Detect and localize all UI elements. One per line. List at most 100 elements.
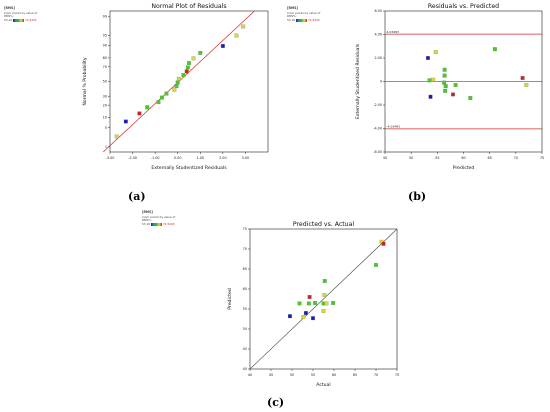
y-tick-label: 5	[105, 126, 107, 130]
x-tick-label: 2.00	[219, 156, 227, 160]
data-point	[198, 50, 203, 55]
legend-text: Color points by value of	[142, 215, 176, 219]
data-point	[145, 105, 150, 110]
legend-text: RMS%:	[4, 14, 14, 19]
data-point	[381, 241, 386, 246]
data-point	[443, 84, 448, 89]
x-tick-label: 3.00	[242, 156, 250, 160]
x-tick-label: 50	[409, 156, 413, 160]
data-point	[520, 76, 525, 80]
data-point	[287, 314, 292, 319]
lower-limit-label: -4.03483	[387, 125, 401, 129]
y-tick-label: 1	[105, 145, 107, 149]
data-point	[156, 100, 161, 105]
x-tick-label: 45	[269, 373, 273, 377]
x-tick-label: 45	[383, 156, 387, 160]
legend: [RMS] Color points by value of RMS%: 53.…	[4, 6, 38, 23]
data-point	[159, 95, 164, 100]
color-scale-high: 72.5443	[163, 221, 175, 226]
panel-predicted-vs-actual: [RMS] Color points by value of RMS%: 53.…	[136, 206, 416, 412]
data-point	[181, 73, 186, 78]
x-tick-label: 75	[540, 156, 544, 160]
panel-residuals-vs-predicted: [RMS] Color points by value of RMS%: 53.…	[275, 0, 550, 206]
y-tick-label: 45	[243, 347, 247, 351]
data-point	[433, 50, 438, 55]
legend-header: [RMS]	[142, 210, 153, 214]
y-tick-label: 20	[103, 103, 107, 107]
chart-title: Predicted vs. Actual	[293, 221, 354, 228]
y-tick-label: 60	[243, 287, 247, 291]
data-point	[234, 33, 239, 38]
color-gradient-bar	[296, 19, 308, 23]
data-point	[442, 73, 447, 78]
y-tick-label: 75	[243, 227, 247, 231]
x-tick-label: -3.00	[106, 156, 115, 160]
data-point	[220, 44, 225, 48]
data-point	[322, 279, 327, 283]
data-point	[431, 77, 436, 82]
y-tick-label: 6.00	[374, 9, 382, 13]
color-gradient-bar	[151, 223, 163, 227]
chart-title: Residuals vs. Predicted	[428, 3, 499, 10]
legend-text: Color points by value of	[287, 11, 321, 15]
data-point	[442, 80, 447, 85]
y-tick-label: 65	[243, 267, 247, 271]
y-tick-label: 55	[243, 307, 247, 311]
y-tick-label: 70	[243, 247, 247, 251]
data-point	[241, 24, 246, 29]
data-point	[374, 263, 378, 267]
chart-residuals-vs-predicted: Residuals vs. Predicted 45 50 55 60 65 70 75 -6.…	[355, 3, 544, 171]
x-tick-label: 75	[395, 373, 399, 377]
data-point	[425, 56, 430, 60]
x-tick-label: 1.00	[197, 156, 205, 160]
data-point	[176, 76, 181, 81]
data-point	[492, 47, 497, 52]
data-point	[137, 111, 142, 116]
data-point	[442, 67, 447, 72]
data-point	[306, 301, 311, 306]
data-point	[174, 84, 179, 88]
plot-frame	[109, 10, 269, 153]
y-tick-label: -2.00	[373, 103, 382, 107]
y-tick-label: 10	[103, 116, 107, 120]
y-tick-label: 40	[243, 367, 247, 371]
color-scale: 53.16 72.5443	[4, 18, 37, 23]
x-tick-label: -2.00	[128, 156, 137, 160]
data-point	[187, 61, 191, 66]
color-gradient-bar	[13, 19, 25, 23]
y-tick-label: 50	[103, 80, 107, 84]
data-point	[427, 78, 432, 83]
x-tick-label: 70	[374, 373, 378, 377]
data-point	[303, 311, 308, 315]
panel-label-c: (c)	[267, 396, 285, 409]
data-point	[379, 239, 384, 244]
y-tick-label: 50	[243, 327, 247, 331]
data-point	[311, 316, 315, 321]
y-tick-label: 99	[103, 14, 107, 18]
data-point	[191, 56, 196, 61]
data-point	[172, 87, 177, 92]
x-tick-label: -1.00	[151, 156, 160, 160]
data-point	[185, 65, 190, 70]
data-point	[524, 83, 529, 87]
x-tick-label: 70	[514, 156, 518, 160]
x-tick-label: 65	[353, 373, 357, 377]
x-tick-label: 40	[248, 373, 252, 377]
data-point	[443, 88, 448, 93]
data-point	[322, 293, 327, 297]
data-point	[428, 94, 433, 99]
color-scale: 53.16 72.5443	[142, 221, 175, 227]
chart-normal-plot: Normal Plot of Residuals -3.00 -2.00 -1.00 0…	[82, 3, 269, 171]
chart-title: Normal Plot of Residuals	[151, 3, 226, 10]
legend-text: Color points by value of	[4, 11, 38, 15]
legend-text: RMS%:	[142, 218, 152, 223]
x-tick-label: 50	[290, 373, 294, 377]
y-tick-label: 95	[103, 34, 107, 38]
y-axis-label: Normal % Probability	[82, 57, 88, 105]
fit-line	[249, 228, 398, 370]
data-point	[324, 301, 329, 306]
legend: [RMS] Color points by value of RMS%: 53.…	[287, 6, 321, 23]
color-scale-low: 53.16	[142, 221, 151, 226]
panel-label-a: (a)	[128, 190, 146, 203]
y-tick-label: 30	[103, 94, 107, 98]
